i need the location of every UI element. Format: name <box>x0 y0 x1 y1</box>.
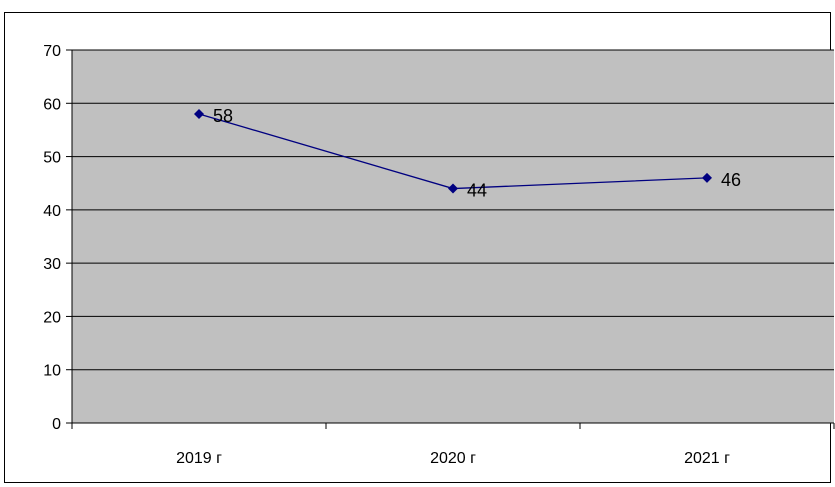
y-tick-label: 30 <box>43 256 61 273</box>
gridlines <box>72 49 834 371</box>
x-tick-label: 2019 г <box>176 450 222 467</box>
series-line <box>194 108 712 194</box>
data-point-marker <box>702 172 712 183</box>
y-tick-label: 40 <box>43 203 61 220</box>
data-point-marker <box>194 108 204 119</box>
y-axis-ticks: 0 10 20 30 40 50 60 70 <box>43 43 72 433</box>
y-tick-label: 70 <box>43 43 61 60</box>
data-label: 46 <box>721 170 741 190</box>
y-tick-label: 60 <box>43 96 61 113</box>
data-labels: 58 44 46 <box>213 106 741 201</box>
data-label: 44 <box>467 181 487 201</box>
y-tick-label: 50 <box>43 150 61 167</box>
y-tick-label: 0 <box>52 416 61 433</box>
x-tick-label: 2021 г <box>684 450 730 467</box>
x-axis-ticks: 2019 г 2020 г 2021 г <box>71 423 835 467</box>
data-label: 58 <box>213 106 233 126</box>
axes <box>71 50 834 424</box>
plot-area <box>72 50 834 423</box>
data-point-marker <box>448 183 458 194</box>
y-tick-label: 20 <box>43 309 61 326</box>
x-tick-label: 2020 г <box>430 450 476 467</box>
y-tick-label: 10 <box>43 363 61 380</box>
